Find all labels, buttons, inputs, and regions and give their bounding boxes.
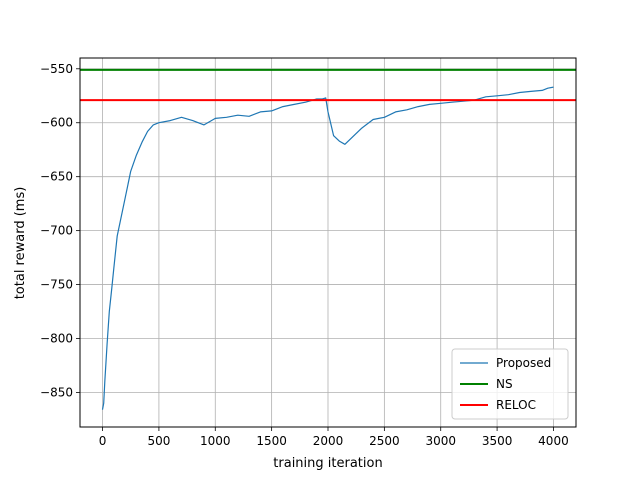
x-tick-label: 500: [147, 434, 170, 448]
x-tick-label: 0: [99, 434, 107, 448]
x-tick-label: 3000: [425, 434, 456, 448]
y-tick-label: −600: [40, 116, 73, 130]
x-tick-label: 1000: [200, 434, 231, 448]
y-tick-label: −700: [40, 224, 73, 238]
y-axis: −850 −800 −750 −700 −650 −600 −550: [40, 62, 80, 399]
series-line-proposed: [101, 86, 554, 410]
x-tick-label: 1500: [256, 434, 287, 448]
legend-label-ns: NS: [496, 377, 513, 391]
y-tick-label: −850: [40, 385, 73, 399]
x-axis-label: training iteration: [273, 456, 382, 471]
y-axis-label: total reward (ms): [13, 187, 28, 300]
y-tick-label: −800: [40, 332, 73, 346]
legend-label-reloc: RELOC: [496, 398, 536, 412]
y-tick-label: −650: [40, 170, 73, 184]
x-tick-label: 2500: [369, 434, 400, 448]
x-axis: 0 500 1000 1500 2000 2500 3000 3500 4000: [99, 427, 569, 448]
y-tick-label: −550: [40, 62, 73, 76]
legend-label-proposed: Proposed: [496, 356, 551, 370]
legend: Proposed NS RELOC: [451, 348, 569, 420]
series-group: [80, 68, 576, 410]
y-tick-label: −750: [40, 278, 73, 292]
x-tick-label: 3500: [482, 434, 513, 448]
x-tick-label: 2000: [313, 434, 344, 448]
legend-box: [451, 348, 569, 420]
x-tick-label: 4000: [538, 434, 569, 448]
